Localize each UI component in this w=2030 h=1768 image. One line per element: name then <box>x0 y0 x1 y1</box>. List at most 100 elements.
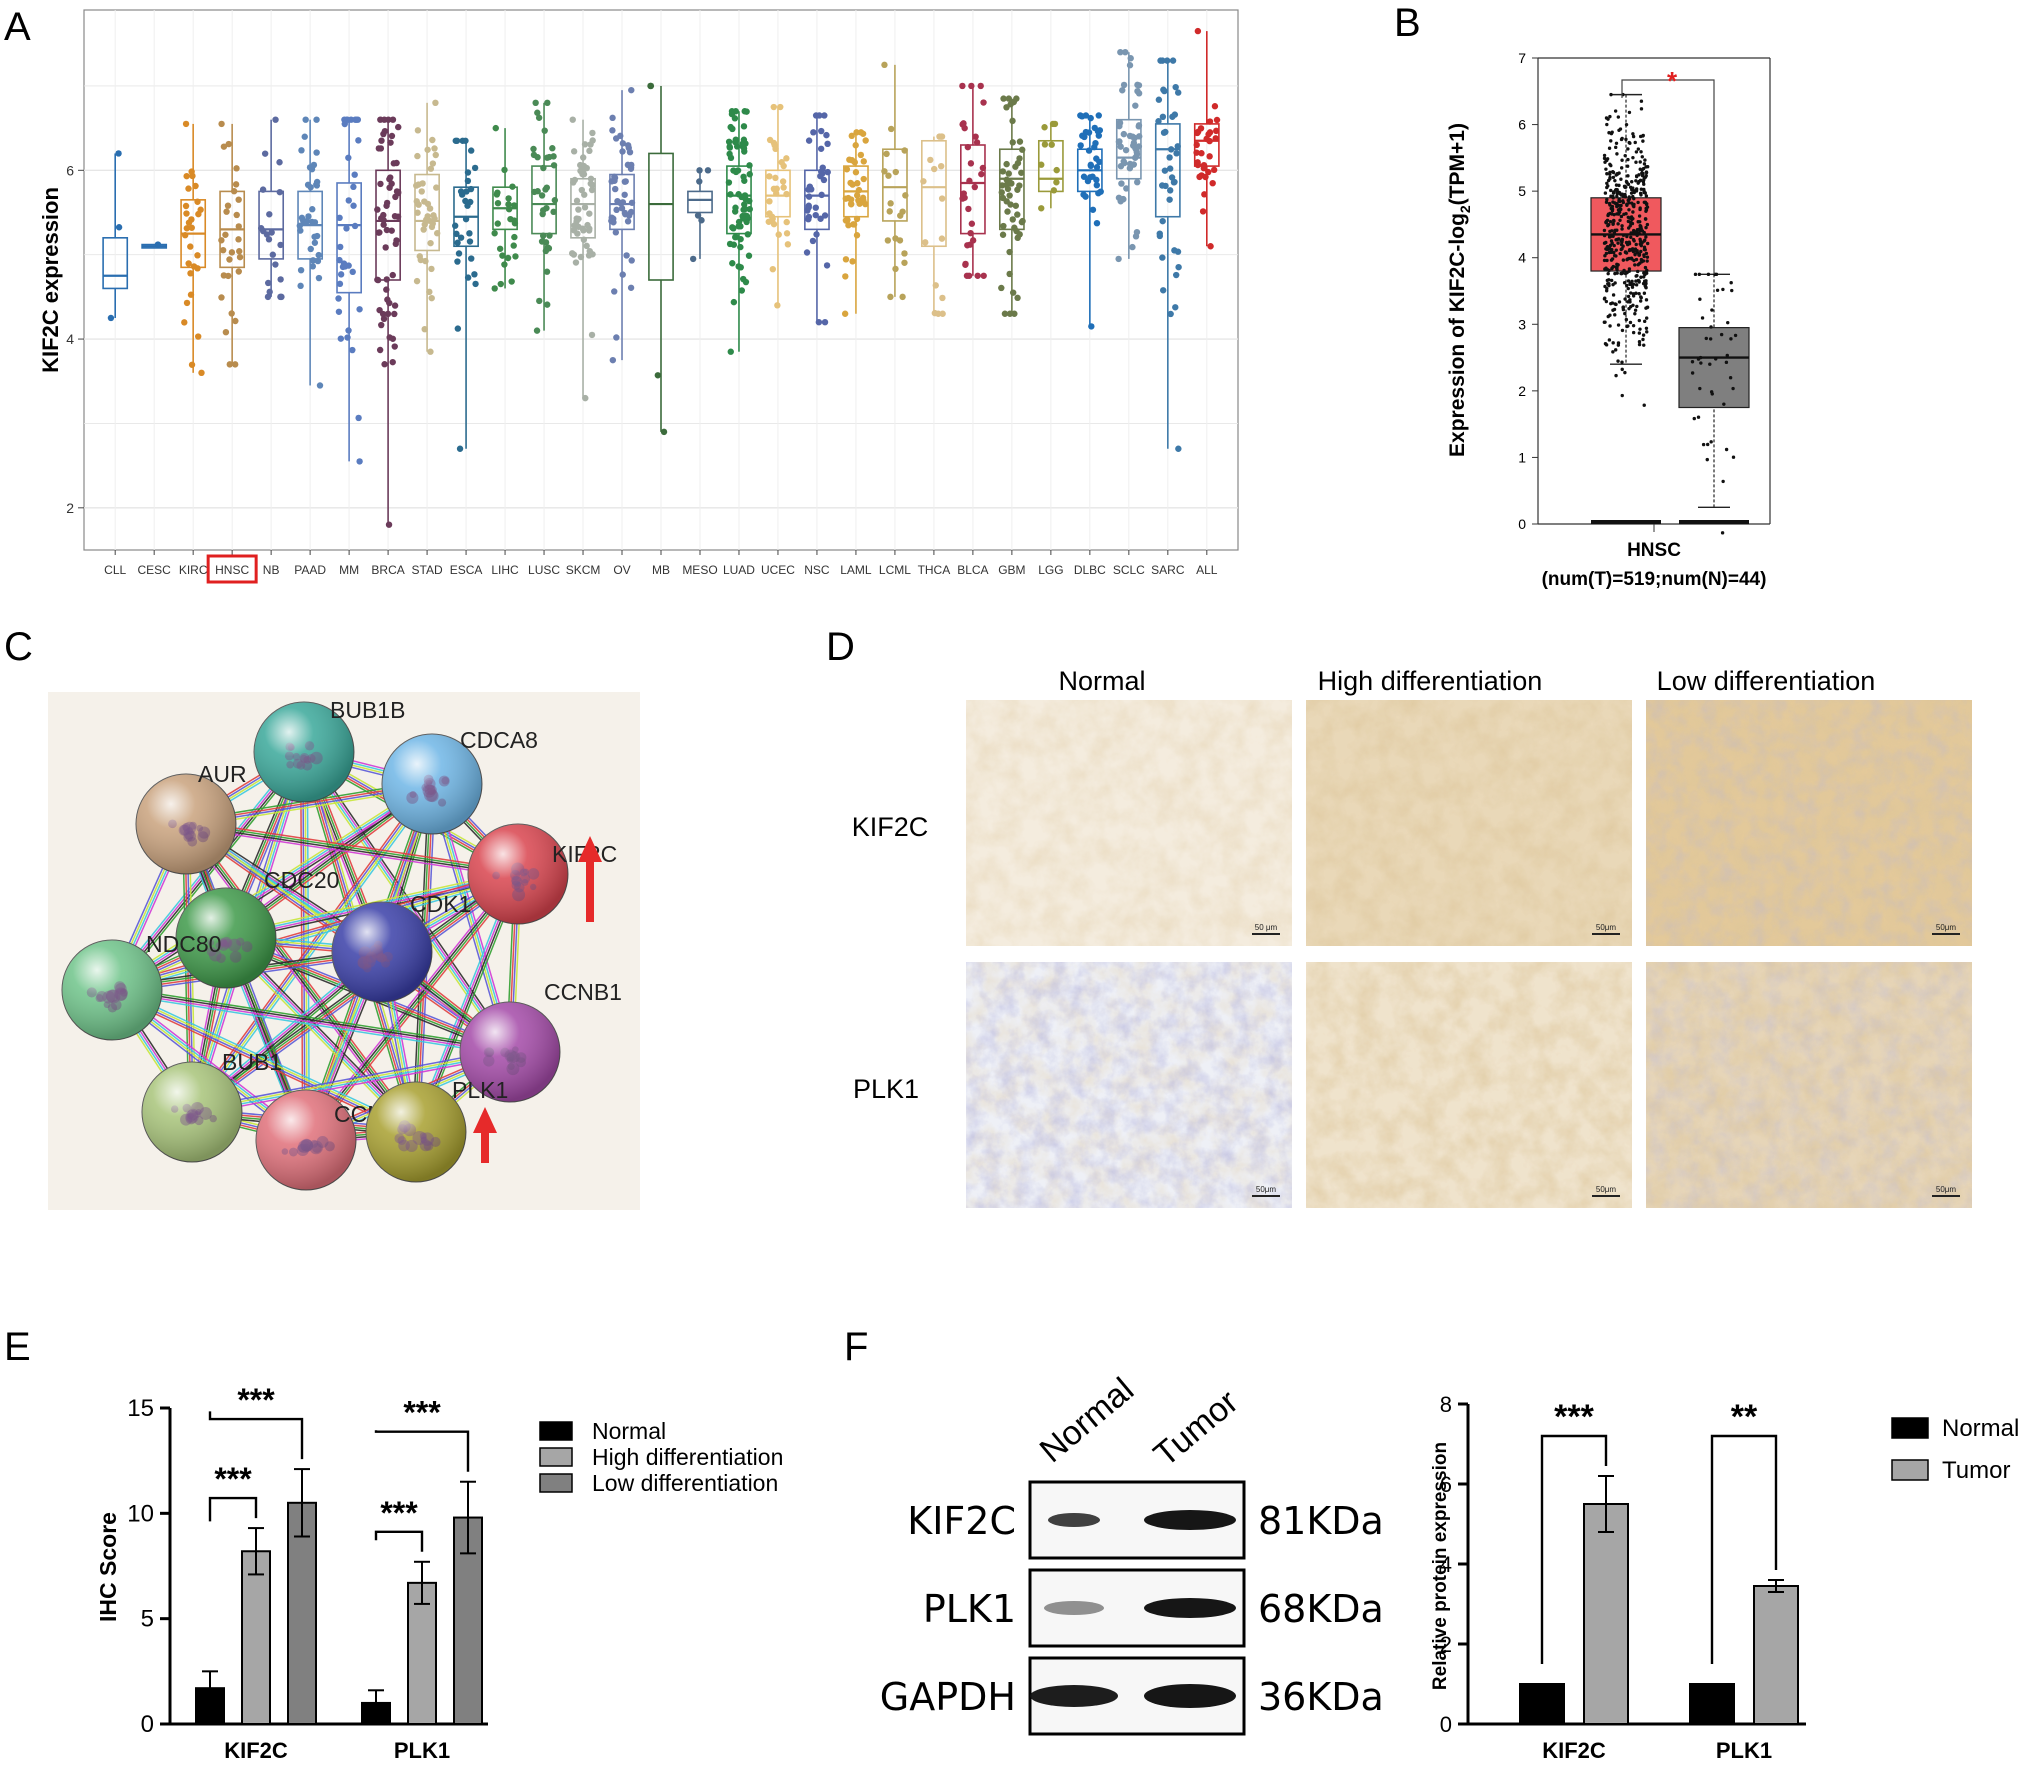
data-point <box>732 204 739 211</box>
data-point <box>617 199 624 207</box>
data-point <box>1003 160 1010 168</box>
data-point <box>931 165 938 173</box>
significance-label: *** <box>403 1395 441 1431</box>
data-point <box>848 132 855 140</box>
data-point <box>1050 187 1058 194</box>
box-mb <box>647 82 674 436</box>
data-point <box>1631 155 1635 160</box>
data-point <box>1621 200 1626 205</box>
data-point <box>1012 202 1020 209</box>
data-point <box>731 115 739 122</box>
data-point <box>377 180 384 188</box>
data-point <box>809 237 817 245</box>
panel-f-legend: Normal Tumor <box>1891 1415 2019 1484</box>
legend-swatch <box>1891 1459 1929 1481</box>
box-body <box>687 190 713 214</box>
data-point <box>770 139 778 147</box>
data-point <box>805 137 813 144</box>
panel-a-x-tick-label: LAML <box>840 563 872 577</box>
data-point <box>543 184 550 191</box>
legend-label: High differentiation <box>592 1444 783 1470</box>
data-point <box>1700 316 1705 320</box>
data-point <box>1620 360 1624 364</box>
data-point <box>628 257 635 264</box>
data-point <box>1135 82 1143 89</box>
box-body <box>765 169 791 218</box>
panel-a-x-tick-label: STAD <box>412 563 443 577</box>
data-point <box>1608 172 1612 176</box>
panel-letter-b: B <box>1394 1 1421 45</box>
data-point <box>313 182 321 189</box>
data-point <box>1209 179 1216 187</box>
data-point <box>818 127 825 135</box>
data-point <box>1172 304 1179 311</box>
data-point <box>305 213 312 220</box>
data-point <box>694 212 702 219</box>
data-point <box>391 310 398 318</box>
node-label: CDK1 <box>410 891 471 917</box>
data-point <box>1724 360 1729 365</box>
box-nsc <box>803 112 831 326</box>
data-point <box>816 112 823 119</box>
network-edge <box>112 874 519 992</box>
data-point <box>1640 173 1645 178</box>
data-point <box>966 177 973 185</box>
data-point <box>1086 174 1094 181</box>
data-point <box>842 256 850 263</box>
data-point <box>1611 264 1616 269</box>
node-shine <box>460 1002 560 1102</box>
data-point <box>1644 271 1649 275</box>
data-point <box>429 136 436 144</box>
data-point <box>535 114 543 121</box>
data-point <box>1603 320 1607 324</box>
data-point <box>1608 324 1612 328</box>
data-point <box>300 218 307 226</box>
data-point <box>1620 328 1625 333</box>
data-point <box>183 210 190 217</box>
data-point <box>1016 231 1023 238</box>
data-point <box>1639 275 1643 279</box>
ihc-image-texture <box>1306 700 1632 946</box>
network-edge <box>112 985 511 1050</box>
panel-f-significance: *** ** <box>1540 1398 1778 1664</box>
data-point <box>841 310 849 317</box>
data-point <box>1038 161 1045 168</box>
data-point <box>544 154 551 161</box>
data-point <box>1630 180 1634 184</box>
data-point <box>627 284 635 291</box>
data-point <box>766 210 773 217</box>
data-point <box>1645 330 1649 334</box>
data-point <box>192 182 199 190</box>
data-point <box>265 236 273 243</box>
data-point <box>823 131 830 139</box>
data-point <box>1629 191 1634 195</box>
data-point <box>190 263 198 270</box>
data-point <box>491 285 498 292</box>
data-point <box>1643 217 1648 221</box>
data-point <box>388 227 395 234</box>
bar-plk1-tumor <box>1753 1585 1799 1725</box>
data-point <box>725 179 733 186</box>
data-point <box>1093 155 1100 162</box>
data-point <box>375 145 383 152</box>
data-point <box>998 182 1006 189</box>
data-point <box>1726 320 1730 325</box>
data-point <box>272 261 279 268</box>
significance-bracket <box>208 1411 304 1460</box>
data-point <box>1606 178 1611 183</box>
data-point <box>849 181 856 188</box>
data-point <box>1697 272 1702 277</box>
node-shine <box>332 902 432 1002</box>
panel-f-y-label: Relative protein expression <box>1430 1442 1451 1690</box>
data-point <box>383 286 390 293</box>
data-point <box>384 296 391 303</box>
data-point <box>433 230 441 237</box>
network-edge <box>192 1054 511 1116</box>
data-point <box>1724 447 1729 452</box>
data-point <box>1613 348 1618 352</box>
blot-plk1: PLK1 68KDa <box>923 1568 1384 1648</box>
panel-c-network: BUB1B CDCA8 AUR KIF2C CDC20 CDK1 NDC80 CCNB1 BUB… <box>48 692 640 1210</box>
panel-a-y-ticks: 2 4 6 <box>66 162 84 516</box>
data-point <box>1174 143 1181 150</box>
network-edge <box>112 988 511 1052</box>
